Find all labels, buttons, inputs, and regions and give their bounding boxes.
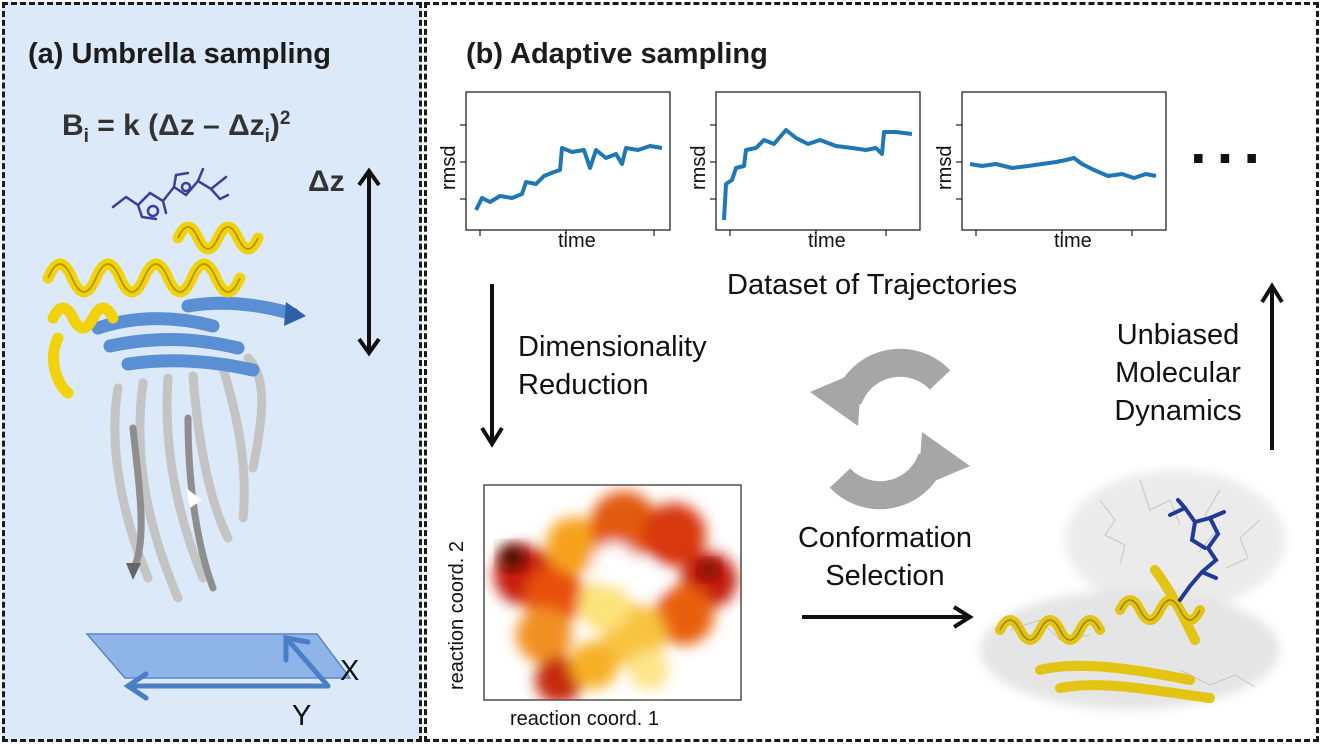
ensemble-structure [980,470,1285,710]
cycle-icon [810,348,970,510]
bias-formula: Bi = k (Δz – Δzi)2 [62,108,291,147]
heatmap-ylabel: reaction coord. 2 [446,541,468,690]
dim-reduction-label: Dimensionality Reduction [518,331,707,401]
dataset-label: Dataset of Trajectories [727,269,1018,301]
delta-z-arrow [357,167,381,357]
free-energy-heatmap [483,484,742,701]
y-axis-label: Y [292,700,312,732]
ligand-molecule [111,167,230,221]
panel-umbrella-sampling [2,2,422,742]
plot-3-ylabel: rmsd [934,145,956,190]
plot-3-xlabel: time [1054,230,1092,252]
panel-b-title: (b) Adaptive sampling [466,38,768,70]
protein-structure [42,221,306,603]
conformation-selection-arrow [802,605,974,629]
plot-1-xlabel: time [558,230,596,252]
more-trajectories-ellipsis: ... [1190,109,1271,176]
plot-1-ylabel: rmsd [438,145,460,190]
heatmap-xlabel: reaction coord. 1 [510,708,659,730]
delta-z-label: Δz [308,165,345,198]
trajectory-plot-1 [460,91,671,236]
trajectory-plot-2 [710,91,921,236]
plot-2-ylabel: rmsd [688,145,710,190]
xy-axes-arrows [123,635,331,701]
x-axis-label: X [340,655,360,687]
unbiased-md-arrow [1260,282,1284,450]
unbiased-md-label: Unbiased Molecular Dynamics [1114,319,1242,427]
trajectory-plot-3 [956,91,1167,236]
conformation-selection-label: Conformation Selection [797,522,973,592]
dim-reduction-arrow [480,284,504,448]
panel-a-title: (a) Umbrella sampling [28,38,331,70]
plot-2-xlabel: time [808,230,846,252]
